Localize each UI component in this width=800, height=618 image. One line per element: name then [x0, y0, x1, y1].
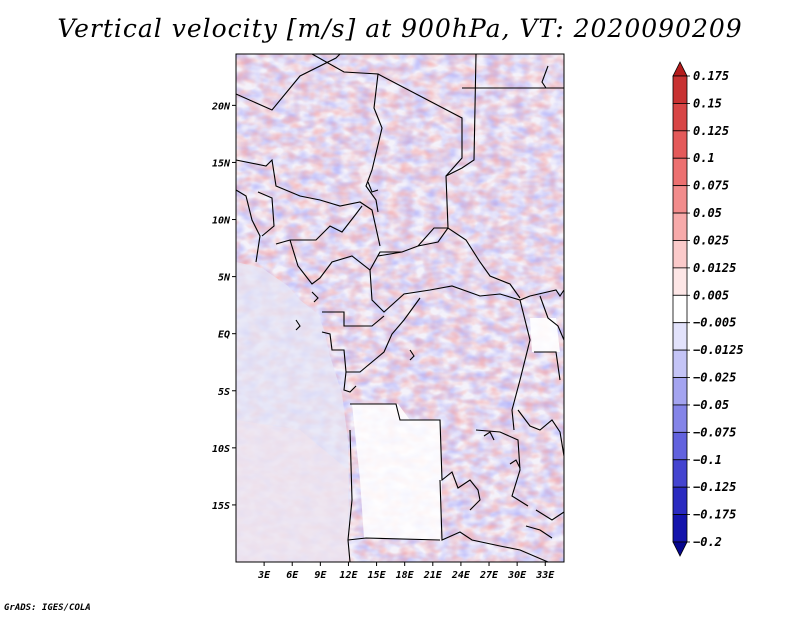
x-tick-label: 24E: [451, 570, 471, 581]
colorbar-swatch: [672, 349, 688, 378]
grads-credit: GrADS: IGES/COLA: [4, 603, 91, 613]
colorbar-label: −0.05: [693, 398, 729, 412]
y-tick-label: EQ: [218, 330, 230, 341]
colorbar-label: −0.0125: [693, 343, 744, 357]
colorbar-label: 0.05: [693, 206, 722, 220]
colorbar-swatch: [672, 267, 688, 296]
colorbar-label: 0.025: [693, 233, 729, 247]
colorbar-swatch: [672, 377, 688, 406]
colorbar-label: −0.075: [693, 425, 736, 439]
x-tick-label: 6E: [286, 570, 299, 581]
y-tick-label: 15N: [212, 158, 231, 169]
y-axis: 20N 15N 10N 5N EQ 5S 10S 15S: [211, 101, 236, 512]
country-borders: [235, 53, 565, 563]
colorbar-swatch: [672, 130, 688, 159]
colorbar-swatch: [672, 459, 688, 488]
x-axis: 3E 6E 9E 12E 15E 18E 21E 24E 27E 30E 33E: [257, 562, 555, 581]
colorbar-swatch: [672, 514, 688, 543]
colorbar-swatch: [672, 103, 688, 132]
triangle-up-icon: [672, 61, 688, 77]
colorbar-swatch: [672, 404, 688, 433]
colorbar-swatch: [672, 75, 688, 104]
colorbar-label: 0.005: [693, 288, 729, 302]
x-tick-label: 18E: [396, 570, 415, 581]
x-tick-label: 33E: [535, 570, 555, 581]
x-tick-label: 30E: [507, 570, 527, 581]
x-tick-label: 21E: [423, 570, 443, 581]
colorbar-label: 0.075: [693, 179, 729, 193]
colorbar-label: −0.125: [693, 480, 736, 494]
colorbar-swatch: [672, 240, 688, 269]
colorbar-label: 0.125: [693, 124, 729, 138]
colorbar-label: 0.15: [693, 96, 722, 110]
velocity-field: [236, 54, 564, 562]
x-tick-label: 9E: [314, 570, 327, 581]
colorbar-swatch: [672, 212, 688, 241]
x-tick-label: 15E: [368, 570, 387, 581]
y-tick-label: 10S: [212, 444, 230, 455]
colorbar-label: 0.0125: [693, 261, 736, 275]
x-tick-label: 3E: [257, 570, 271, 581]
y-tick-label: 20N: [211, 101, 231, 112]
colorbar-swatch: [672, 294, 688, 324]
plot-frame: [235, 53, 565, 563]
y-tick-label: 5N: [218, 273, 231, 284]
colorbar-swatch: [672, 185, 688, 214]
triangle-down-icon: [672, 541, 688, 557]
colorbar-swatch: [672, 322, 688, 351]
colorbar-label: −0.005: [693, 316, 736, 330]
colorbar-swatch: [672, 431, 688, 461]
colorbar-label: 0.175: [693, 69, 729, 83]
y-tick-label: 5S: [218, 387, 230, 398]
colorbar-label: −0.1: [693, 453, 722, 467]
colorbar-label: −0.175: [693, 508, 736, 522]
x-tick-label: 27E: [479, 570, 499, 581]
colorbar-label: −0.2: [693, 535, 722, 549]
chart-title: Vertical velocity [m/s] at 900hPa, VT: 2…: [57, 14, 743, 43]
colorbar-swatch: [672, 157, 688, 187]
colorbar: 0.175 0.15 0.125 0.1 0.075 0.05 0.025 0.0125 0.0…: [672, 61, 744, 557]
colorbar-label: 0.1: [693, 151, 715, 165]
colorbar-swatch: [672, 486, 688, 515]
colorbar-label: −0.025: [693, 371, 736, 385]
x-tick-label: 12E: [339, 570, 358, 581]
y-tick-label: 15S: [212, 501, 230, 512]
y-tick-label: 10N: [212, 216, 231, 227]
